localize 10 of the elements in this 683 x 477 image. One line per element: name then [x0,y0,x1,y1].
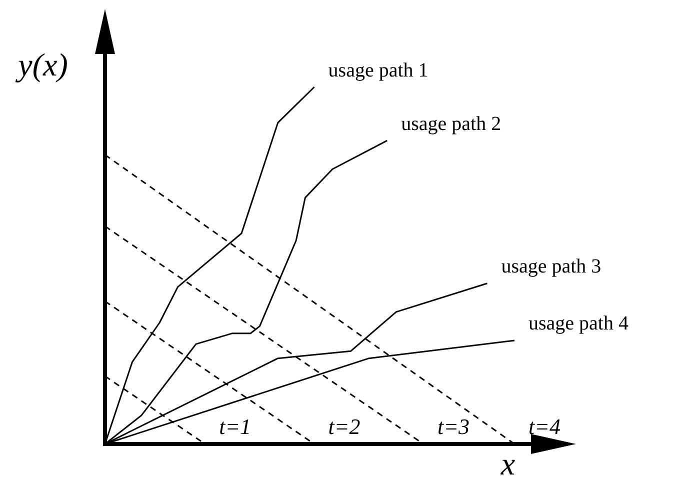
y-axis-title: y(x) [15,46,68,82]
series-label: t=3 [438,414,470,439]
x-axis-title: x [500,445,516,477]
series-label: usage path 3 [501,256,602,278]
series-label: usage path 1 [328,59,428,82]
series-label: usage path 2 [401,112,502,135]
series-label: t=1 [219,414,252,439]
series-label: usage path 4 [528,312,628,335]
series-label: t=2 [328,414,360,439]
series-label: t=4 [528,414,560,439]
